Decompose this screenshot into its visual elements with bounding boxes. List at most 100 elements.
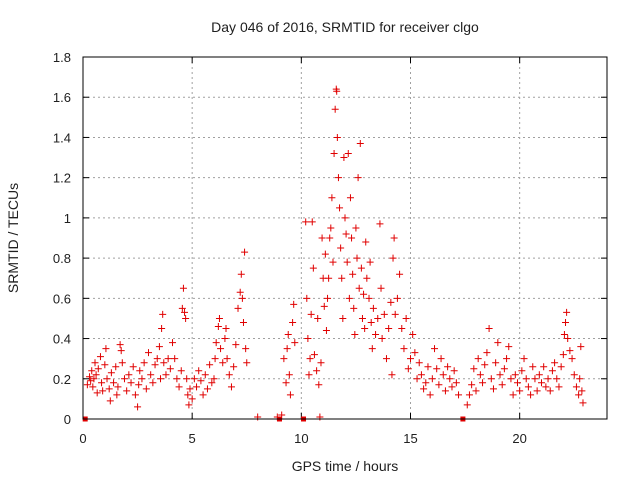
data-point [474, 355, 482, 363]
data-point [210, 375, 218, 383]
data-point [120, 375, 128, 383]
data-point [498, 381, 506, 389]
data-point [402, 314, 410, 322]
data-point [241, 248, 249, 256]
data-point [157, 375, 165, 383]
data-point [389, 254, 397, 262]
data-point [372, 331, 380, 339]
data-point [242, 345, 250, 353]
data-point [568, 355, 576, 363]
data-points [82, 85, 587, 422]
data-point [149, 379, 157, 387]
data-point [243, 359, 251, 367]
axis-ticks: 0 0.2 0.4 0.6 0.8 1 1.2 1.4 1.6 1.8 0 5 10 15 20 [53, 50, 607, 446]
data-point [291, 339, 299, 347]
data-point [483, 349, 491, 357]
data-point [208, 379, 216, 387]
data-point [285, 371, 293, 379]
data-point [407, 355, 414, 363]
data-point [511, 371, 519, 379]
data-point [221, 335, 229, 343]
data-point [448, 383, 456, 391]
data-point [96, 353, 104, 361]
y-tick-label: 1 [64, 211, 71, 226]
data-point [500, 365, 508, 373]
data-point [559, 351, 567, 359]
data-point [444, 363, 452, 371]
data-point [341, 214, 349, 222]
data-point [390, 234, 398, 242]
data-point [411, 349, 419, 357]
data-point [140, 359, 148, 367]
data-point [283, 345, 291, 353]
data-point [227, 383, 235, 391]
data-point [361, 325, 369, 332]
data-point [551, 359, 559, 367]
data-point [355, 284, 363, 292]
data-point [343, 258, 351, 266]
data-point [527, 391, 535, 399]
data-point [236, 288, 244, 296]
data-point [441, 387, 449, 395]
data-point [125, 371, 133, 379]
data-point [166, 365, 174, 373]
data-point [159, 310, 167, 318]
data-point [185, 401, 193, 409]
data-point [555, 383, 563, 391]
data-point [472, 387, 480, 395]
data-point [452, 379, 460, 387]
data-point [106, 397, 114, 405]
data-point [214, 322, 222, 330]
x-tick-label: 20 [512, 431, 526, 446]
data-point [324, 294, 332, 302]
data-point [446, 375, 454, 383]
data-point [353, 254, 361, 262]
data-point [321, 250, 329, 258]
data-point [142, 385, 150, 393]
data-point [113, 391, 121, 399]
data-point [190, 375, 198, 383]
data-point [333, 87, 341, 95]
x-tick-label: 15 [403, 431, 417, 446]
data-point [112, 363, 120, 371]
data-point [337, 244, 345, 252]
data-point [468, 381, 476, 389]
data-point [494, 339, 502, 347]
data-point [92, 371, 100, 379]
plot-frame [82, 56, 608, 420]
data-point [280, 355, 288, 363]
data-point [114, 383, 122, 391]
data-point [333, 133, 341, 141]
data-point [367, 318, 375, 326]
data-point [310, 351, 318, 359]
data-point [117, 347, 125, 355]
data-point [409, 331, 417, 339]
data-point [177, 367, 185, 375]
data-point [302, 218, 310, 226]
data-point [322, 327, 330, 335]
data-point [374, 314, 382, 322]
data-point [378, 335, 386, 343]
data-point [151, 361, 159, 369]
data-point [503, 355, 511, 363]
data-point [470, 365, 478, 373]
data-point [290, 300, 298, 308]
data-point [134, 403, 142, 411]
data-point [326, 234, 334, 242]
data-point [479, 379, 487, 387]
data-point [548, 367, 556, 375]
data-point [566, 347, 574, 355]
data-point [201, 371, 209, 379]
data-point [351, 331, 359, 339]
y-tick-label: 1.6 [53, 90, 71, 105]
data-point [348, 234, 356, 242]
data-point [182, 314, 190, 322]
data-point [211, 355, 219, 363]
data-point [553, 375, 561, 383]
data-point [217, 345, 225, 353]
data-point [400, 345, 408, 353]
y-tick-label: 0.8 [53, 251, 71, 266]
data-point [346, 194, 354, 202]
data-point [358, 314, 366, 322]
